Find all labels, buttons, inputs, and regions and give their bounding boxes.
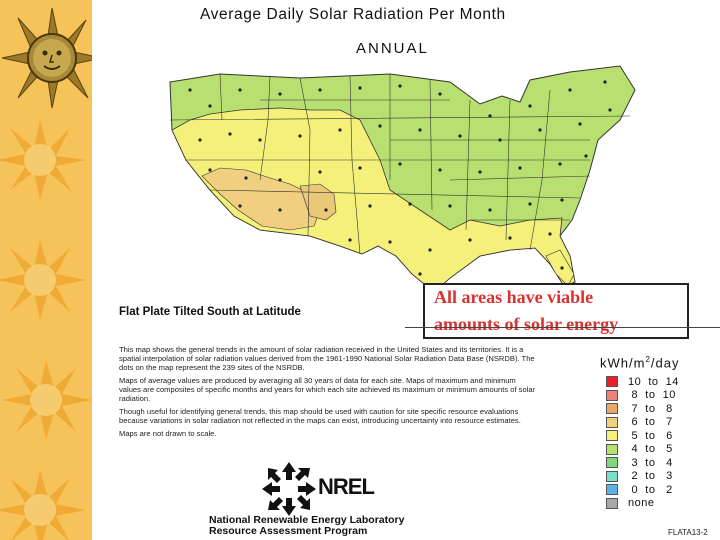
legend-swatch — [606, 403, 618, 415]
legend-swatch — [606, 430, 618, 442]
nrel-logo-icon — [262, 462, 316, 516]
legend-row: 5 to 6 — [606, 429, 679, 443]
legend-range: 2 to 3 — [628, 470, 673, 483]
legend: 10 to 14 8 to 10 7 to 8 6 to 7 5 to 6 4 … — [606, 375, 679, 510]
legend-range: 0 to 2 — [628, 483, 673, 496]
legend-title: kWh/m2/day — [600, 355, 679, 370]
legend-swatch — [606, 457, 618, 469]
callout-line-1: All areas have viable — [434, 287, 594, 307]
legend-row: 10 to 14 — [606, 375, 679, 389]
description-paragraph: This map shows the general trends in the… — [119, 345, 535, 372]
legend-range: 3 to 4 — [628, 456, 673, 469]
legend-swatch — [606, 416, 618, 428]
legend-swatch — [606, 484, 618, 496]
sun-decor-sidebar — [0, 0, 92, 540]
legend-unit-sup: 2 — [645, 355, 651, 364]
legend-range: 10 to 14 — [628, 375, 679, 388]
legend-row: 3 to 4 — [606, 456, 679, 470]
sun-pattern-icon — [0, 7, 92, 540]
legend-swatch — [606, 443, 618, 455]
lab-name-line-1: National Renewable Energy Laboratory — [209, 514, 405, 526]
callout-box: All areas have viable amounts of solar e… — [423, 283, 689, 339]
map-description: This map shows the general trends in the… — [119, 345, 539, 442]
legend-row: 7 to 8 — [606, 402, 679, 416]
legend-row: 8 to 10 — [606, 389, 679, 403]
legend-row-none: none — [606, 497, 679, 511]
legend-unit-suffix: /day — [650, 355, 680, 371]
legend-range: 4 to 5 — [628, 443, 673, 456]
callout-line-2: amounts of solar energy — [434, 314, 619, 334]
legend-range: 6 to 7 — [628, 416, 673, 429]
divider-line — [405, 327, 720, 328]
lab-name-line-2: Resource Assessment Program — [209, 525, 368, 537]
legend-unit: kWh/m — [600, 355, 646, 371]
legend-swatch — [606, 376, 618, 388]
legend-row: 2 to 3 — [606, 470, 679, 484]
legend-row: 4 to 5 — [606, 443, 679, 457]
legend-none-label: none — [628, 497, 655, 510]
legend-swatch — [606, 470, 618, 482]
figure-id: FLATA13-2 — [668, 528, 708, 537]
description-paragraph: Maps of average values are produced by a… — [119, 376, 536, 403]
description-paragraph: Though useful for identifying general tr… — [119, 407, 521, 425]
legend-row: 6 to 7 — [606, 416, 679, 430]
legend-swatch-none — [606, 497, 618, 509]
us-solar-radiation-map — [169, 65, 636, 293]
nrel-logo-text: NREL — [318, 474, 375, 499]
description-paragraph: Maps are not drawn to scale. — [119, 429, 217, 438]
legend-row: 0 to 2 — [606, 483, 679, 497]
map-subtitle: ANNUAL — [356, 40, 429, 57]
legend-range: 8 to 10 — [628, 389, 676, 402]
legend-range: 7 to 8 — [628, 402, 673, 415]
map-title: Average Daily Solar Radiation Per Month — [200, 6, 506, 23]
legend-range: 5 to 6 — [628, 429, 673, 442]
lab-name: National Renewable Energy Laboratory Res… — [209, 515, 404, 537]
sun-face-icon — [1, 7, 92, 109]
legend-swatch — [606, 389, 618, 401]
plate-label: Flat Plate Tilted South at Latitude — [119, 306, 301, 318]
